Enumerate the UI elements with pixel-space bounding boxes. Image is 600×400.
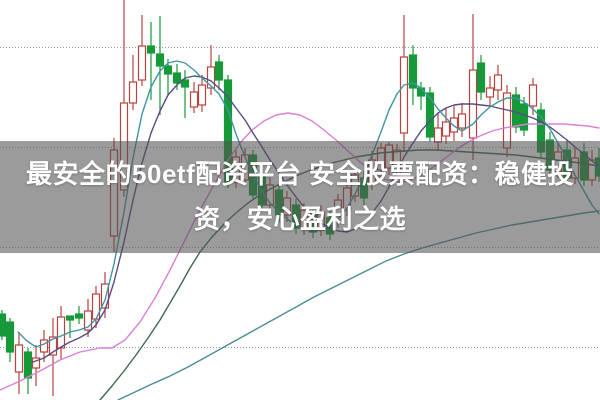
candle-up bbox=[137, 15, 147, 86]
candle-up bbox=[493, 65, 503, 100]
headline-line-1: 最安全的50etf配资平台 安全股票配资：稳健投 bbox=[26, 159, 574, 189]
candle-down bbox=[214, 55, 224, 90]
candle-up bbox=[83, 299, 93, 337]
candle-up bbox=[189, 82, 199, 113]
candle-down bbox=[476, 55, 486, 100]
candle-down bbox=[155, 16, 165, 115]
candle-up bbox=[441, 108, 451, 144]
candle-up bbox=[31, 345, 41, 386]
candle-down bbox=[5, 318, 15, 362]
candle-down bbox=[163, 59, 173, 96]
candle-up bbox=[48, 318, 58, 396]
candle-up bbox=[449, 106, 459, 141]
candle-down bbox=[519, 97, 529, 136]
candle-up bbox=[56, 306, 66, 360]
headline-line-2: 资，安心盈利之选 bbox=[193, 204, 406, 234]
candle-down bbox=[172, 64, 182, 90]
candle-up bbox=[485, 76, 495, 107]
candle-up bbox=[14, 332, 24, 394]
ma-mid-pink bbox=[0, 112, 600, 391]
candle-up bbox=[399, 15, 409, 152]
candle-down bbox=[74, 306, 84, 324]
headline-overlay: 最安全的50etf配资平台 安全股票配资：稳健投 资，安心盈利之选 bbox=[0, 141, 600, 253]
candle-down bbox=[408, 45, 418, 105]
candle-down bbox=[0, 310, 7, 340]
candle-up bbox=[197, 75, 207, 112]
candle-up bbox=[457, 103, 467, 137]
candle-down bbox=[65, 315, 75, 338]
candle-up bbox=[128, 55, 138, 110]
candle-down bbox=[425, 87, 435, 142]
candle-down bbox=[23, 348, 33, 394]
